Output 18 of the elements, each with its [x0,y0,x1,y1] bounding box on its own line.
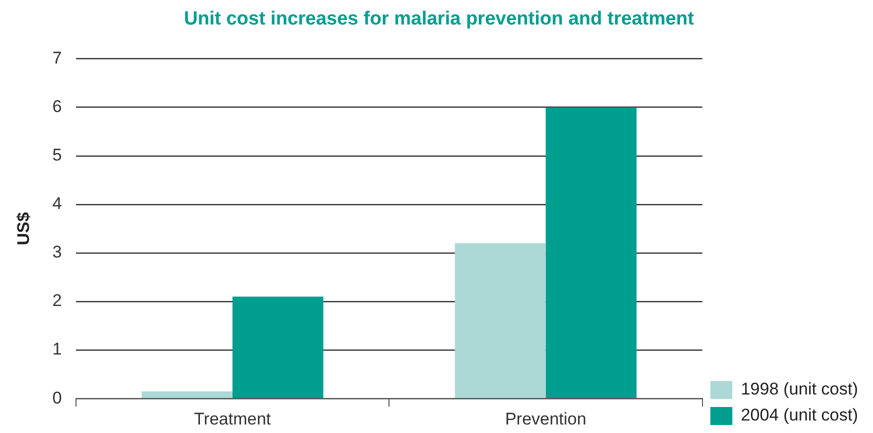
bar [454,243,546,398]
y-tick-label: 1 [52,340,62,359]
x-tick-label: Treatment [194,409,272,428]
y-axis-title: US$ [14,212,33,246]
bar [232,296,324,398]
bar [546,107,637,398]
y-tick-label: 4 [52,194,62,214]
bar [142,391,232,398]
y-tick-label: 7 [52,48,62,68]
chart-title: Unit cost increases for malaria prevention and treatment [184,8,695,30]
y-tick-label: 2 [52,291,62,310]
y-tick-label: 0 [52,388,62,408]
y-tick-label: 6 [52,97,62,116]
legend-label: 2004 (unit cost) [740,406,858,425]
y-tick-label: 3 [52,242,62,262]
x-tick-label: Prevention [505,409,586,428]
y-tick-label: 5 [52,146,62,165]
legend-label: 1998 (unit cost) [740,380,858,399]
